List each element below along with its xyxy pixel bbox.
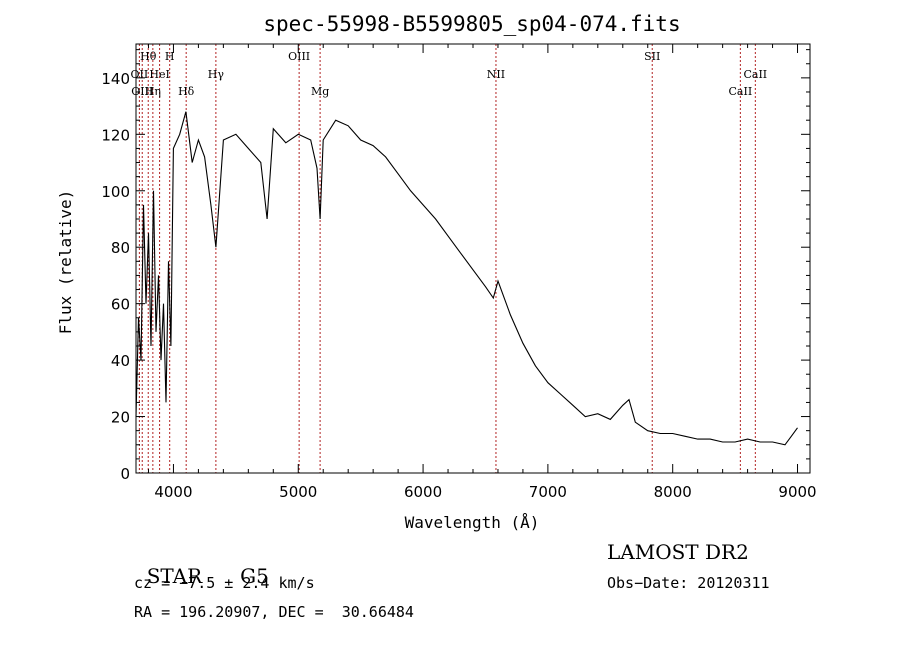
spectral-line-label: OII [131, 68, 149, 81]
spectral-line-label: OIII [288, 50, 310, 63]
y-axis-label: Flux (relative) [56, 190, 75, 335]
x-tick-label: 4000 [154, 483, 192, 501]
y-tick-label: 80 [111, 239, 130, 257]
class-text: STAR [146, 564, 203, 588]
chart-title: spec-55998-B5599805_sp04-074.fits [263, 12, 680, 36]
y-axis-ticks: 0 20 40 60 80 100 120 140 [101, 49, 810, 483]
spectral-line-label: Mg [311, 85, 329, 98]
redshift-text: cz = −7.5 ± 2.4 km/s [134, 574, 315, 592]
spectral-line-label: Hγ [208, 68, 225, 81]
y-tick-label: 40 [111, 352, 130, 370]
x-tick-label: 9000 [778, 483, 816, 501]
y-tick-label: 0 [120, 465, 130, 483]
spectral-line-label: CaII [743, 68, 767, 81]
spectral-line-label: H [165, 50, 175, 63]
spectrum-line [135, 111, 798, 446]
x-axis-label: Wavelength (Å) [405, 513, 540, 532]
spectral-line-label: Hδ [178, 85, 195, 98]
spectral-line-label: Hη [145, 85, 161, 98]
spectral-line-label: NII [487, 68, 505, 81]
y-tick-label: 140 [101, 70, 130, 88]
subclass-text: G5 [240, 564, 269, 588]
spectral-line-label: OIII [131, 85, 153, 98]
spectral-line-label: Hθ [140, 50, 157, 63]
y-tick-label: 100 [101, 183, 130, 201]
y-tick-label: 20 [111, 409, 130, 427]
obs-date-text: Obs−Date: 20120311 [607, 574, 770, 592]
plot-frame [135, 43, 811, 474]
y-tick-label: 60 [111, 296, 130, 314]
spectral-line-label: HeI [149, 68, 169, 81]
x-tick-label: 7000 [529, 483, 567, 501]
spectral-line-label: CaII [729, 85, 753, 98]
x-axis-ticks: 4000 5000 6000 7000 8000 9000 [147, 44, 817, 501]
spectral-line-label: SII [644, 50, 660, 63]
y-tick-label: 120 [101, 126, 130, 144]
coordinates-text: RA = 196.20907, DEC = 30.66484 [134, 603, 414, 621]
x-tick-label: 8000 [654, 483, 692, 501]
spectral-line-markers [138, 44, 756, 473]
survey-text: LAMOST DR2 [607, 540, 749, 564]
x-tick-label: 6000 [404, 483, 442, 501]
object-class: STAR G5 [134, 540, 269, 588]
x-tick-label: 5000 [279, 483, 317, 501]
